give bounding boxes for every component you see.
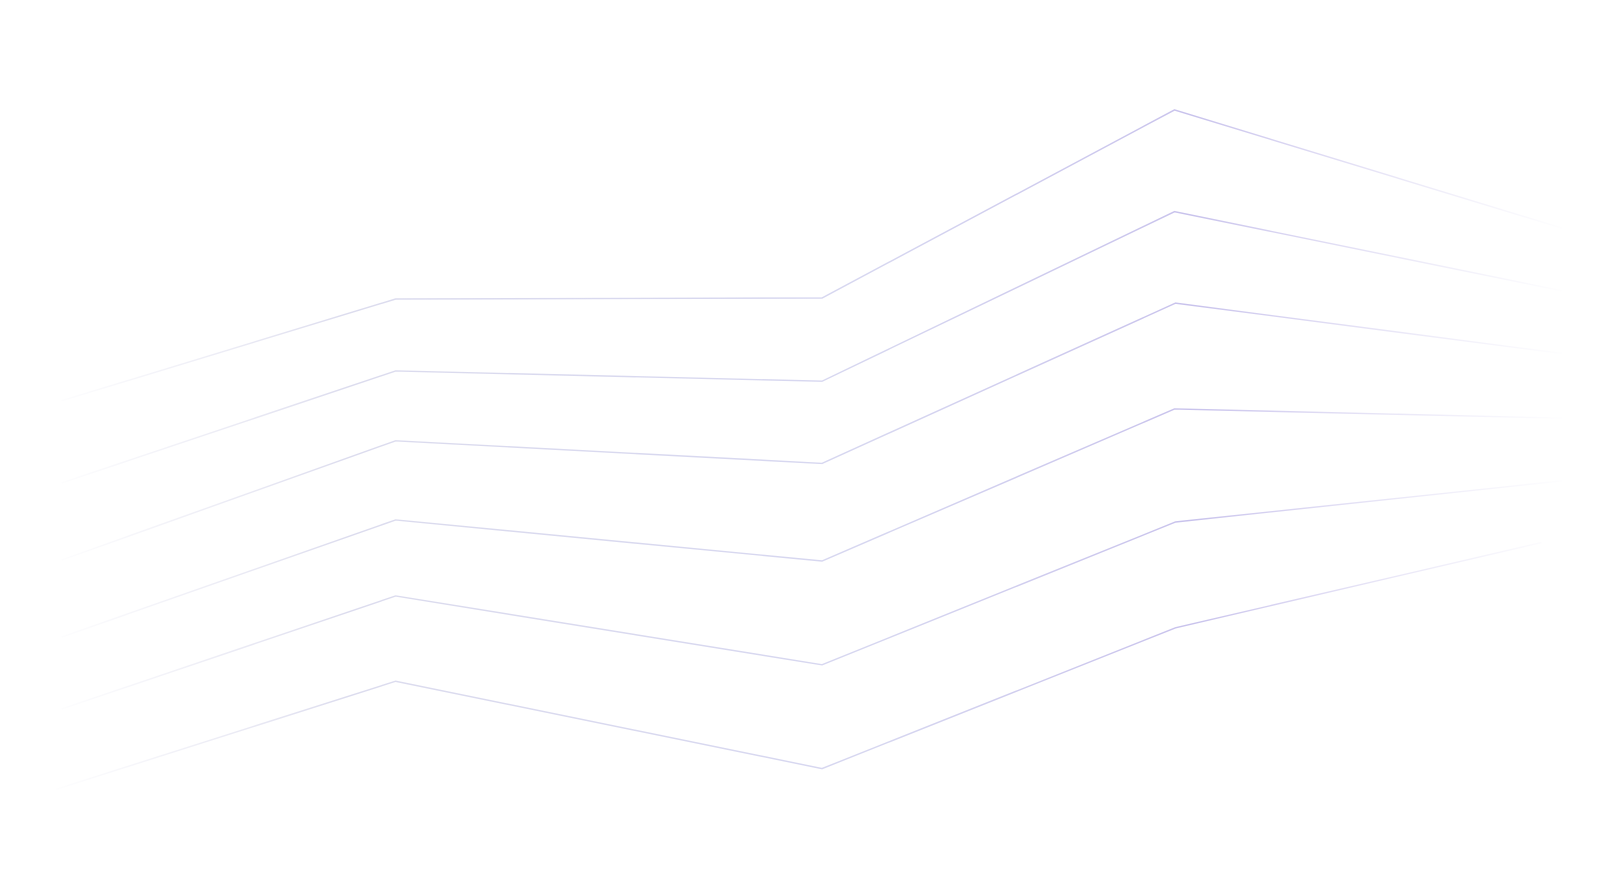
wave-line xyxy=(61,480,1562,710)
wave-line xyxy=(61,210,1563,484)
wave-line xyxy=(56,541,1542,790)
wave-line xyxy=(61,109,1563,402)
wave-line xyxy=(61,408,1562,638)
wave-line xyxy=(61,302,1562,561)
